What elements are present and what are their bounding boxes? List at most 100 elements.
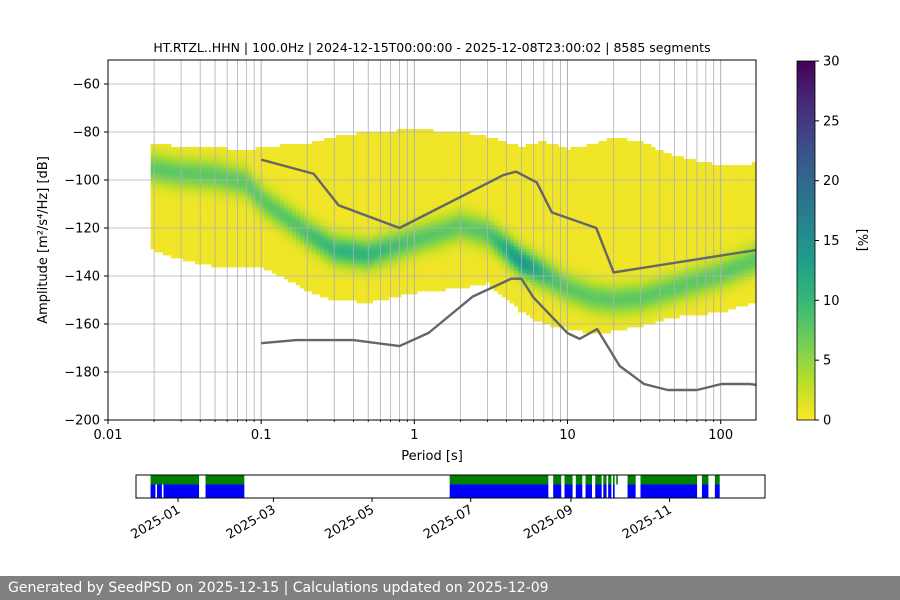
heatmap-cell — [275, 261, 281, 265]
heatmap-cell — [162, 162, 168, 166]
heatmap-cell — [429, 189, 434, 193]
heatmap-cell — [191, 255, 196, 259]
heatmap-cell — [267, 201, 273, 205]
heatmap-cell — [211, 246, 216, 250]
heatmap-cell — [525, 192, 531, 196]
heatmap-cell — [199, 201, 204, 205]
heatmap-cell — [340, 282, 345, 286]
heatmap-cell — [433, 270, 438, 274]
heatmap-cell — [441, 144, 446, 148]
heatmap-cell — [308, 288, 313, 292]
heatmap-cell — [300, 273, 305, 277]
heatmap-cell — [380, 156, 386, 160]
heatmap-cell — [429, 276, 434, 280]
heatmap-cell — [408, 267, 414, 271]
heatmap-cell — [437, 132, 442, 136]
heatmap-cell — [372, 141, 378, 145]
heatmap-cell — [368, 294, 374, 298]
heatmap-cell — [417, 168, 422, 172]
heatmap-cell — [320, 198, 325, 202]
heatmap-cell — [376, 258, 382, 262]
heatmap-cell — [400, 285, 406, 289]
heatmap-cell — [275, 270, 281, 274]
heatmap-cell — [521, 246, 527, 250]
heatmap-cell — [316, 204, 321, 208]
heatmap-cell — [271, 153, 277, 157]
heatmap-cell — [396, 279, 402, 283]
heatmap-cell — [433, 285, 438, 289]
heatmap-cell — [473, 162, 478, 166]
heatmap-cell — [477, 159, 482, 163]
heatmap-cell — [445, 252, 450, 256]
heatmap-cell — [396, 258, 402, 262]
heatmap-cell — [191, 159, 196, 163]
heatmap-cell — [199, 207, 204, 211]
heatmap-cell — [352, 216, 357, 220]
heatmap-cell — [465, 207, 470, 211]
heatmap-cell — [445, 285, 450, 289]
heatmap-cell — [554, 180, 559, 184]
heatmap-cell — [271, 240, 277, 244]
heatmap-cell — [400, 264, 406, 268]
heatmap-cell — [517, 204, 523, 208]
heatmap-cell — [360, 156, 365, 160]
heatmap-cell — [287, 264, 293, 268]
heatmap-cell — [263, 219, 269, 223]
heatmap-cell — [174, 225, 180, 229]
heatmap-cell — [429, 156, 434, 160]
heatmap-cell — [457, 159, 462, 163]
heatmap-cell — [497, 261, 503, 265]
heatmap-cell — [328, 210, 333, 214]
heatmap-cell — [449, 192, 454, 196]
heatmap-cell — [223, 204, 228, 208]
heatmap-cell — [316, 216, 321, 220]
heatmap-cell — [521, 168, 527, 172]
heatmap-cell — [396, 237, 402, 241]
heatmap-cell — [485, 249, 491, 253]
heatmap-cell — [239, 231, 244, 235]
heatmap-cell — [449, 246, 454, 250]
heatmap-cell — [525, 285, 531, 289]
heatmap-cell — [530, 165, 535, 169]
heatmap-cell — [425, 246, 430, 250]
heatmap-cell — [154, 156, 160, 160]
heatmap-cell — [336, 198, 341, 202]
psd-heatmap — [150, 129, 757, 334]
heatmap-cell — [554, 303, 559, 307]
heatmap-cell — [320, 261, 325, 265]
heatmap-cell — [380, 228, 386, 232]
heatmap-cell — [348, 183, 353, 187]
heatmap-cell — [191, 225, 196, 229]
heatmap-cell — [312, 255, 317, 259]
heatmap-cell — [336, 141, 341, 145]
heatmap-cell — [300, 234, 305, 238]
heatmap-cell — [352, 282, 357, 286]
heatmap-cell — [223, 162, 228, 166]
heatmap-cell — [554, 294, 559, 298]
heatmap-cell — [380, 282, 386, 286]
heatmap-cell — [344, 204, 349, 208]
heatmap-cell — [501, 219, 507, 223]
heatmap-cell — [538, 267, 543, 271]
heatmap-cell — [413, 261, 418, 265]
heatmap-cell — [429, 270, 434, 274]
heatmap-cell — [413, 177, 418, 181]
heatmap-cell — [195, 201, 200, 205]
heatmap-cell — [340, 258, 345, 262]
heatmap-cell — [279, 192, 285, 196]
heatmap-cell — [211, 249, 216, 253]
heatmap-cell — [457, 144, 462, 148]
heatmap-cell — [174, 177, 180, 181]
heatmap-cell — [215, 264, 220, 268]
heatmap-cell — [513, 294, 519, 298]
heatmap-cell — [291, 234, 297, 238]
heatmap-cell — [433, 249, 438, 253]
heatmap-cell — [457, 147, 462, 151]
heatmap-cell — [166, 165, 172, 169]
heatmap-cell — [538, 204, 543, 208]
heatmap-cell — [259, 228, 265, 232]
heatmap-cell — [481, 273, 487, 277]
heatmap-cell — [453, 135, 458, 139]
heatmap-cell — [453, 183, 458, 187]
heatmap-cell — [489, 213, 495, 217]
